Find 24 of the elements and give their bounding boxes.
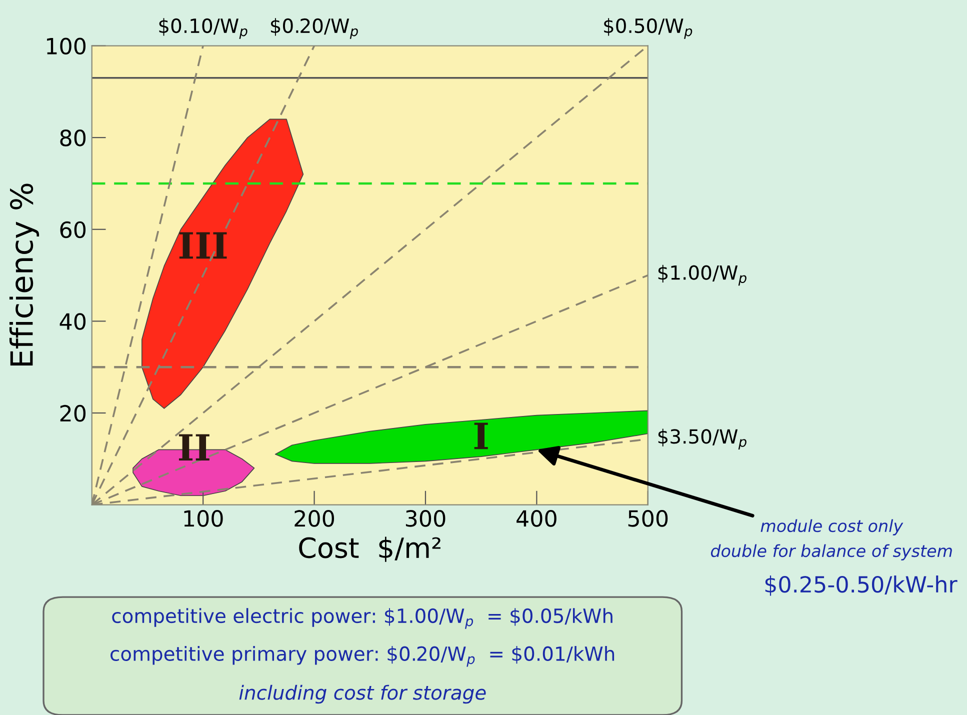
series-label: $1.00/W$_{p}$ (658, 264, 746, 286)
y-tick-label: 100 (47, 38, 86, 55)
text: including cost for storage (239, 684, 486, 704)
x-tick-label: 300 (406, 510, 446, 527)
text: $0.25-0.50/kW-hr (765, 576, 958, 596)
x-tick-label: 500 (628, 510, 668, 527)
y-axis-title: Efficiency % (9, 184, 40, 366)
series-label: $0.10/W$_{p}$ (159, 18, 248, 39)
annotation: III (179, 232, 227, 259)
y-tick-label: 20 (60, 404, 86, 422)
annotation: I (474, 422, 488, 450)
annotation: module cost only double for balance of system (710, 519, 952, 560)
y-tick-label: 80 (60, 130, 86, 146)
x-axis-title: Cost $/m² (299, 536, 440, 562)
series-label: $0.20/W$_{p}$ (270, 18, 358, 39)
text: competitive primary power: $0.20/W$_{p}$ = $0.01/kWh (110, 646, 614, 667)
y-tick-label: 60 (60, 221, 86, 238)
series-label: $0.50/W$_{p}$ (604, 18, 692, 39)
text: competitive electric power: $1.00/W$_{p}$ = $0.05/kWh (112, 608, 612, 629)
x-tick-label: 200 (294, 510, 334, 527)
series-label: $3.50/W$_{p}$ (658, 428, 746, 450)
x-tick-label: 100 (184, 510, 223, 527)
y-tick-label: 40 (60, 313, 86, 330)
x-tick-label: 400 (516, 510, 556, 527)
